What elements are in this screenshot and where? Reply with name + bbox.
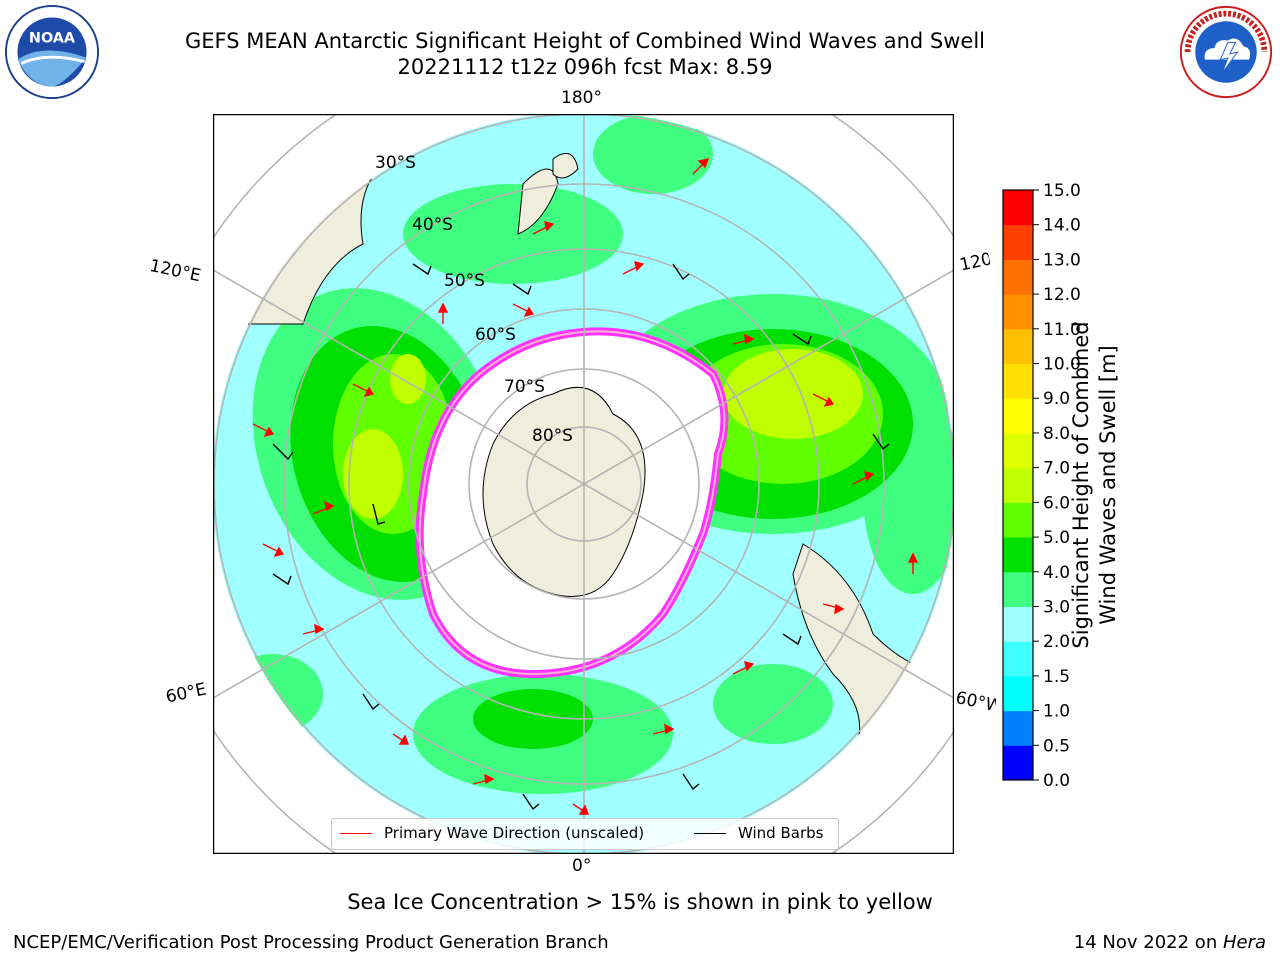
colorbar-segment bbox=[1003, 398, 1033, 434]
colorbar-tick-label: 15.0 bbox=[1043, 181, 1081, 201]
colorbar-tick-label: 6.0 bbox=[1043, 493, 1070, 513]
legend-wave-label: Primary Wave Direction (unscaled) bbox=[384, 824, 645, 842]
colorbar-segment bbox=[1003, 432, 1033, 469]
noaa-logo: NOAA bbox=[4, 4, 100, 100]
colorbar-tick-label: 4.0 bbox=[1043, 563, 1070, 583]
colorbar-segment bbox=[1003, 224, 1033, 260]
lon-label-120w: 120°W bbox=[958, 249, 992, 276]
colorbar-segment bbox=[1003, 328, 1033, 365]
colorbar-tick-label: 12.0 bbox=[1043, 285, 1081, 305]
colorbar-segment bbox=[1003, 641, 1033, 677]
lon-label-180: 180° bbox=[561, 88, 602, 108]
colorbar-segment bbox=[1003, 745, 1033, 781]
colorbar-segment bbox=[1003, 571, 1033, 607]
colorbar-tick-label: 11.0 bbox=[1043, 320, 1081, 340]
legend-wind-label: Wind Barbs bbox=[738, 824, 824, 842]
lon-label-120e: 120°E bbox=[147, 256, 203, 287]
colorbar-segment bbox=[1003, 363, 1033, 399]
colorbar-segment bbox=[1003, 675, 1033, 712]
colorbar-tick-label: 0.5 bbox=[1043, 736, 1070, 756]
colorbar-segment bbox=[1003, 710, 1033, 746]
colorbar-tick-label: 1.0 bbox=[1043, 702, 1070, 722]
lon-label-0: 0° bbox=[572, 856, 592, 876]
colorbar-segment bbox=[1003, 190, 1033, 226]
footer-date: 14 Nov 2022 on Hera bbox=[1074, 932, 1266, 953]
colorbar-tick-label: 2.0 bbox=[1043, 632, 1070, 652]
legend-wave: Primary Wave Direction (unscaled) bbox=[340, 824, 644, 842]
colorbar-segment bbox=[1003, 606, 1033, 642]
lat-label-60s: 60°S bbox=[475, 325, 516, 345]
colorbar: 0.0 0.5 1.0 1.5 2.0 3.0 4.0 5.0 6.0 7.0 8.0 9.0 10.0… bbox=[1002, 181, 1081, 791]
colorbar-segment bbox=[1003, 467, 1033, 503]
colorbar-tick-label: 13.0 bbox=[1043, 250, 1081, 270]
lat-label-80s: 80°S bbox=[532, 426, 573, 446]
lat-label-40s: 40°S bbox=[412, 215, 453, 235]
legend-wave-swatch bbox=[340, 833, 372, 834]
sea-ice-note: Sea Ice Concentration > 15% is shown in … bbox=[347, 890, 933, 914]
colorbar-tick-label: 7.0 bbox=[1043, 459, 1070, 479]
noaa-logo-text: NOAA bbox=[29, 30, 76, 46]
lat-label-50s: 50°S bbox=[444, 271, 485, 291]
lat-label-70s: 70°S bbox=[504, 377, 545, 397]
antarctica-land bbox=[482, 386, 646, 597]
colorbar-tick-label: 1.5 bbox=[1043, 667, 1070, 687]
polar-map: 30°S 40°S 50°S 60°S 70°S 80°S bbox=[213, 114, 954, 854]
colorbar-frame bbox=[1002, 189, 1034, 781]
colorbar-label-line1: Significant Height of Combined bbox=[1069, 321, 1093, 649]
colorbar-segment bbox=[1003, 259, 1033, 295]
footer-credit: NCEP/EMC/Verification Post Processing Pr… bbox=[13, 932, 609, 953]
lon-label-60e: 60°E bbox=[164, 679, 209, 708]
colorbar-tick-label: 0.0 bbox=[1043, 771, 1070, 791]
legend-wind: Wind Barbs bbox=[694, 824, 823, 842]
colorbar-tick-label: 14.0 bbox=[1043, 216, 1081, 236]
colorbar-segment bbox=[1003, 537, 1033, 573]
colorbar-segment bbox=[1003, 502, 1033, 538]
colorbar-tick-label: 3.0 bbox=[1043, 597, 1070, 617]
lat-label-30s: 30°S bbox=[375, 153, 416, 173]
chart-title: GEFS MEAN Antarctic Significant Height o… bbox=[184, 29, 986, 53]
colorbar-tick-label: 8.0 bbox=[1043, 424, 1070, 444]
colorbar-tick-label: 5.0 bbox=[1043, 528, 1070, 548]
footer-host: Hera bbox=[1222, 932, 1266, 953]
legend-wind-swatch bbox=[694, 833, 726, 834]
vector-overlay bbox=[252, 158, 919, 815]
colorbar-tick-label: 10.0 bbox=[1043, 355, 1081, 375]
footer-date-text: 14 Nov 2022 on bbox=[1073, 932, 1223, 953]
colorbar-tick-label: 9.0 bbox=[1043, 389, 1070, 409]
nws-logo bbox=[1179, 5, 1273, 99]
map-legend: Primary Wave Direction (unscaled) Wind B… bbox=[331, 818, 839, 850]
chart-subtitle: 20221112 t12z 096h fcst Max: 8.59 bbox=[397, 55, 773, 79]
colorbar-label-line2: Wind Waves and Swell [m] bbox=[1096, 345, 1120, 625]
colorbar-segment bbox=[1003, 294, 1033, 330]
